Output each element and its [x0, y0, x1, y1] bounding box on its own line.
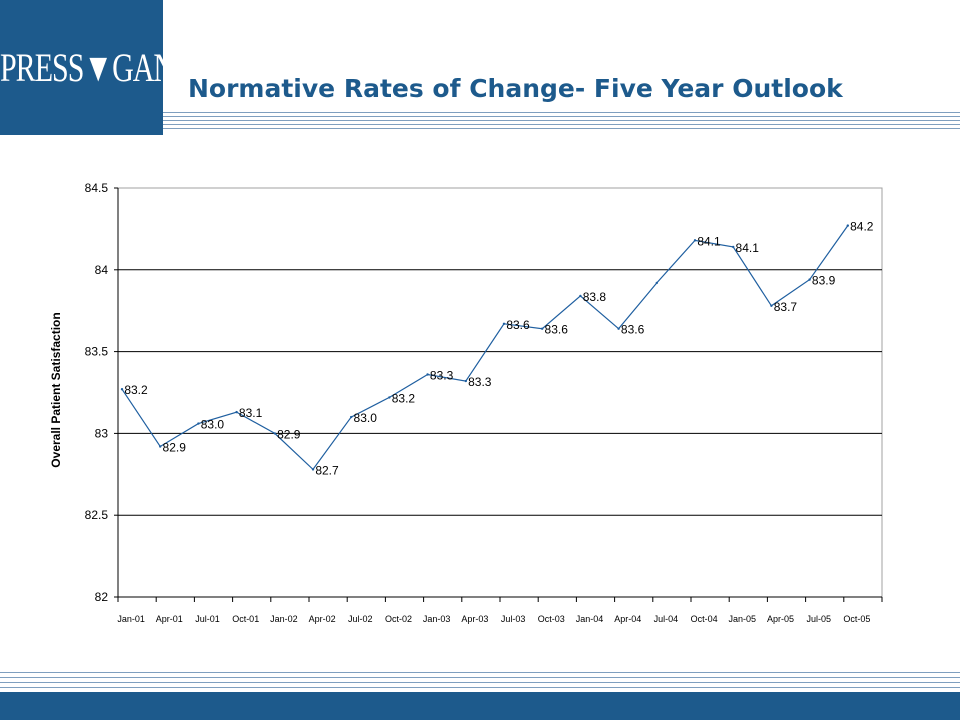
x-tick-label: Apr-05 — [767, 614, 794, 624]
data-point — [732, 245, 735, 249]
data-label: 83.1 — [239, 406, 263, 420]
data-label: 82.9 — [277, 427, 301, 441]
x-tick-label: Apr-03 — [461, 614, 488, 624]
data-point — [846, 224, 849, 227]
x-tick-label: Jul-03 — [501, 614, 526, 624]
data-label: 83.3 — [468, 375, 492, 389]
data-point — [617, 327, 620, 330]
data-label: 83.2 — [124, 383, 148, 397]
data-label: 82.7 — [315, 463, 339, 477]
header-rule — [163, 116, 960, 117]
plot-frame — [117, 187, 883, 598]
footer-rule — [0, 677, 960, 678]
data-label: 83.0 — [201, 418, 225, 432]
y-axis-label: Overall Patient Satisfaction — [49, 312, 63, 467]
header-rule — [163, 124, 960, 125]
data-label: 83.6 — [545, 323, 569, 337]
data-point — [693, 239, 697, 242]
y-tick-label: 83 — [95, 426, 109, 440]
series — [120, 224, 849, 471]
page-title: Normative Rates of Change- Five Year Out… — [188, 74, 843, 103]
x-tick-label: Apr-04 — [614, 614, 641, 624]
x-tick-label: Jan-01 — [117, 614, 145, 624]
data-label: 83.7 — [774, 300, 798, 314]
data-point — [197, 422, 200, 425]
x-tick-label: Oct-04 — [691, 614, 718, 624]
footer-rule — [0, 682, 960, 683]
footer-rule — [0, 672, 960, 673]
x-tick-label: Apr-01 — [156, 614, 183, 624]
data-label: 83.2 — [392, 391, 416, 405]
y-tick-label: 84.5 — [85, 181, 109, 195]
x-tick-label: Oct-03 — [538, 614, 565, 624]
x-tick-label: Apr-02 — [309, 614, 336, 624]
data-point — [464, 379, 467, 383]
x-tick-label: Oct-01 — [232, 614, 259, 624]
footer-bar — [0, 692, 960, 720]
grid — [117, 187, 883, 598]
header-rule — [163, 120, 960, 121]
header-rule — [163, 128, 960, 129]
x-tick-label: Jul-02 — [348, 614, 373, 624]
footer-rule — [0, 687, 960, 688]
data-label: 84.1 — [697, 234, 721, 248]
data-point — [541, 327, 544, 330]
data-point — [579, 294, 582, 298]
data-point — [388, 396, 391, 399]
x-tick-label: Jul-05 — [806, 614, 831, 624]
data-label: 84.2 — [850, 220, 874, 234]
data-point — [426, 373, 429, 376]
data-label: 84.1 — [736, 241, 760, 255]
data-point — [350, 415, 353, 419]
data-point — [120, 388, 124, 391]
data-label: 83.6 — [621, 323, 645, 337]
header-rule — [163, 112, 960, 113]
data-label: 83.8 — [583, 290, 607, 304]
axes: 84.5 84 83.5 83 82.5 82 Jan-01 Apr-01 Jul-01 Oct-… — [85, 181, 883, 624]
x-tick-label: Jan-02 — [270, 614, 298, 624]
y-tick-label: 83.5 — [85, 345, 109, 359]
data-point — [235, 410, 238, 414]
data-label: 83.9 — [812, 274, 836, 288]
x-tick-label: Jan-04 — [576, 614, 604, 624]
data-label: 83.3 — [430, 369, 454, 383]
data-point — [159, 445, 162, 448]
x-tick-label: Jul-04 — [654, 614, 679, 624]
x-tick-label: Oct-05 — [843, 614, 870, 624]
data-label: 83.0 — [354, 411, 378, 425]
x-tick-label: Jan-03 — [423, 614, 451, 624]
y-tick-label: 82.5 — [85, 508, 109, 522]
x-tick-label: Jul-01 — [195, 614, 220, 624]
x-tick-label: Jan-05 — [729, 614, 757, 624]
data-point — [808, 278, 811, 281]
x-tick-label: Oct-02 — [385, 614, 412, 624]
data-point — [273, 432, 276, 435]
y-tick-label: 84 — [95, 263, 109, 277]
data-labels: 83.2 82.9 83.0 83.1 82.9 82.7 83.0 83.2 83.3 83.3… — [124, 220, 873, 478]
series-line — [121, 225, 849, 471]
data-point — [311, 468, 315, 471]
data-point — [655, 281, 658, 285]
data-label: 82.9 — [163, 440, 187, 454]
data-point — [502, 322, 506, 325]
y-tick-label: 82 — [95, 590, 109, 604]
data-point — [770, 304, 773, 307]
data-label: 83.6 — [506, 318, 530, 332]
